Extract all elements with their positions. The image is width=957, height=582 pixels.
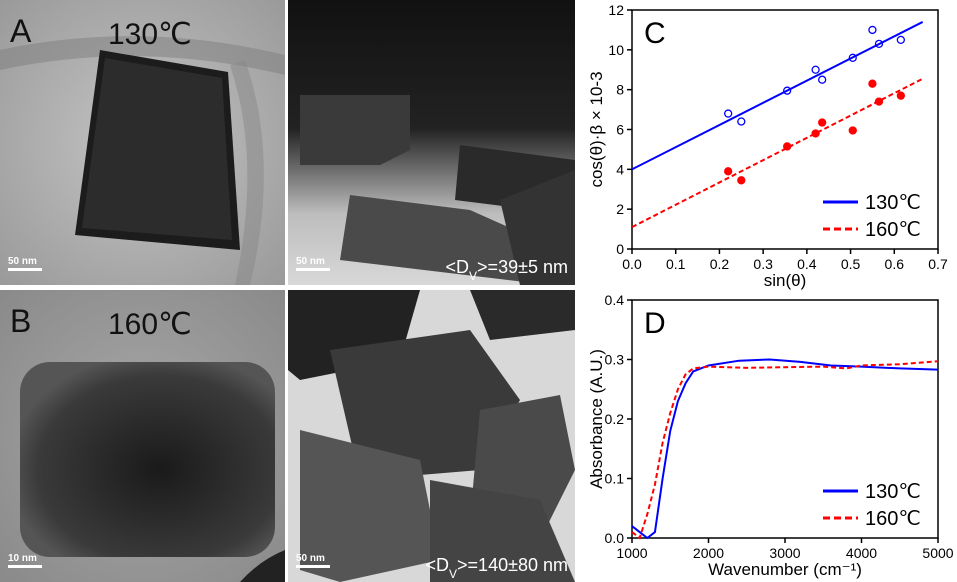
charts: 0.0 0.1 0.2 0.3 0.4 0.5 0.6 0.7 0 2 4 6 8 10 12 sin(θ) c… bbox=[587, 2, 954, 579]
data-point bbox=[811, 65, 820, 74]
scale-bar bbox=[8, 268, 42, 271]
size-label: <DV>=140±80 nm bbox=[426, 555, 569, 581]
panel-label: C bbox=[644, 17, 666, 50]
tem-image bbox=[0, 0, 285, 285]
size-label-part: V bbox=[449, 567, 457, 581]
x-tick-label: 4000 bbox=[846, 545, 877, 561]
scale-bar bbox=[296, 565, 330, 568]
panel-label-bg bbox=[640, 14, 674, 48]
y-tick-label: 0.3 bbox=[605, 352, 625, 368]
temperature-label: 130℃ bbox=[108, 18, 192, 51]
tem-labels: A 130℃50 nm 50 nm <DV>=39±5 nmB 160℃10 nm 50 … bbox=[8, 13, 568, 581]
x-tick-label: 0.7 bbox=[928, 256, 948, 272]
x-tick-label: 0.0 bbox=[622, 256, 642, 272]
size-label-part: >=140±80 nm bbox=[457, 555, 568, 575]
data-point bbox=[874, 39, 884, 49]
data-point bbox=[737, 117, 746, 126]
scale-bar bbox=[8, 565, 42, 568]
x-tick-label: 2000 bbox=[693, 545, 724, 561]
y-axis-label: cos(θ)·β × 10-3 bbox=[587, 71, 606, 187]
data-point bbox=[724, 109, 733, 118]
data-point bbox=[818, 75, 827, 84]
x-tick-label: 0.1 bbox=[666, 256, 686, 272]
scale-bar-label: 10 nm bbox=[8, 553, 37, 564]
data-point bbox=[724, 167, 733, 176]
y-tick-label: 12 bbox=[608, 2, 624, 18]
y-tick-label: 2 bbox=[616, 201, 624, 217]
x-tick-label: 0.5 bbox=[841, 256, 861, 272]
scale-bar bbox=[296, 268, 330, 271]
y-tick-label: 0.4 bbox=[605, 292, 625, 308]
data-point bbox=[848, 126, 857, 135]
x-tick-label: 0.4 bbox=[797, 256, 817, 272]
panel-letter: B bbox=[10, 303, 31, 339]
series-line bbox=[631, 360, 939, 540]
scale-bar-label: 50 nm bbox=[296, 553, 325, 564]
y-tick-label: 4 bbox=[616, 161, 624, 177]
size-label-part: <D bbox=[426, 555, 450, 575]
data-point bbox=[783, 86, 792, 95]
x-tick-label: 5000 bbox=[922, 545, 953, 561]
size-label: <DV>=39±5 nm bbox=[446, 257, 568, 283]
tem-image bbox=[0, 290, 285, 582]
data-point bbox=[783, 142, 792, 151]
x-tick-label: 3000 bbox=[769, 545, 800, 561]
size-label-part: >=39±5 nm bbox=[477, 257, 568, 277]
data-point bbox=[737, 176, 746, 185]
legend-label: 160℃ bbox=[865, 508, 921, 530]
y-tick-label: 8 bbox=[616, 82, 624, 98]
y-axis-label: Absorbance (A.U.) bbox=[587, 349, 606, 489]
y-tick-label: 6 bbox=[616, 122, 624, 138]
chart-background bbox=[580, 0, 957, 582]
legend-label: 160℃ bbox=[865, 219, 921, 241]
tem-image bbox=[288, 290, 575, 582]
y-tick-label: 10 bbox=[608, 42, 624, 58]
scale-bar-label: 50 nm bbox=[8, 256, 37, 267]
panel-letter: A bbox=[10, 13, 32, 49]
series-line bbox=[631, 77, 924, 228]
data-point bbox=[868, 25, 877, 35]
data-point bbox=[868, 79, 877, 88]
y-tick-label: 0.2 bbox=[605, 411, 625, 427]
legend-label: 130℃ bbox=[865, 192, 921, 214]
panel-label: D bbox=[644, 307, 666, 340]
data-point bbox=[848, 53, 857, 62]
legend-label: 130℃ bbox=[865, 481, 921, 503]
y-tick-label: 0 bbox=[616, 241, 624, 257]
data-point bbox=[811, 129, 820, 138]
y-tick-label: 0.0 bbox=[605, 530, 625, 546]
x-tick-label: 1000 bbox=[616, 545, 647, 561]
scale-bar-label: 50 nm bbox=[296, 256, 325, 267]
data-point bbox=[896, 91, 905, 100]
x-tick-label: 0.3 bbox=[753, 256, 773, 272]
size-label-part: <D bbox=[446, 257, 470, 277]
y-tick-label: 0.1 bbox=[605, 471, 625, 487]
panel-label-bg bbox=[640, 304, 674, 338]
series-line bbox=[631, 358, 939, 540]
x-tick-label: 0.2 bbox=[710, 256, 730, 272]
x-axis-label: sin(θ) bbox=[764, 271, 807, 290]
tem-image bbox=[288, 0, 575, 285]
size-label-part: V bbox=[469, 269, 477, 283]
data-point bbox=[896, 35, 905, 45]
data-point bbox=[874, 97, 884, 106]
series-line bbox=[631, 21, 924, 171]
x-tick-label: 0.6 bbox=[885, 256, 905, 272]
data-point bbox=[818, 118, 827, 127]
x-axis-label: Wavenumber (cm⁻¹) bbox=[708, 560, 862, 579]
temperature-label: 160℃ bbox=[108, 308, 192, 341]
